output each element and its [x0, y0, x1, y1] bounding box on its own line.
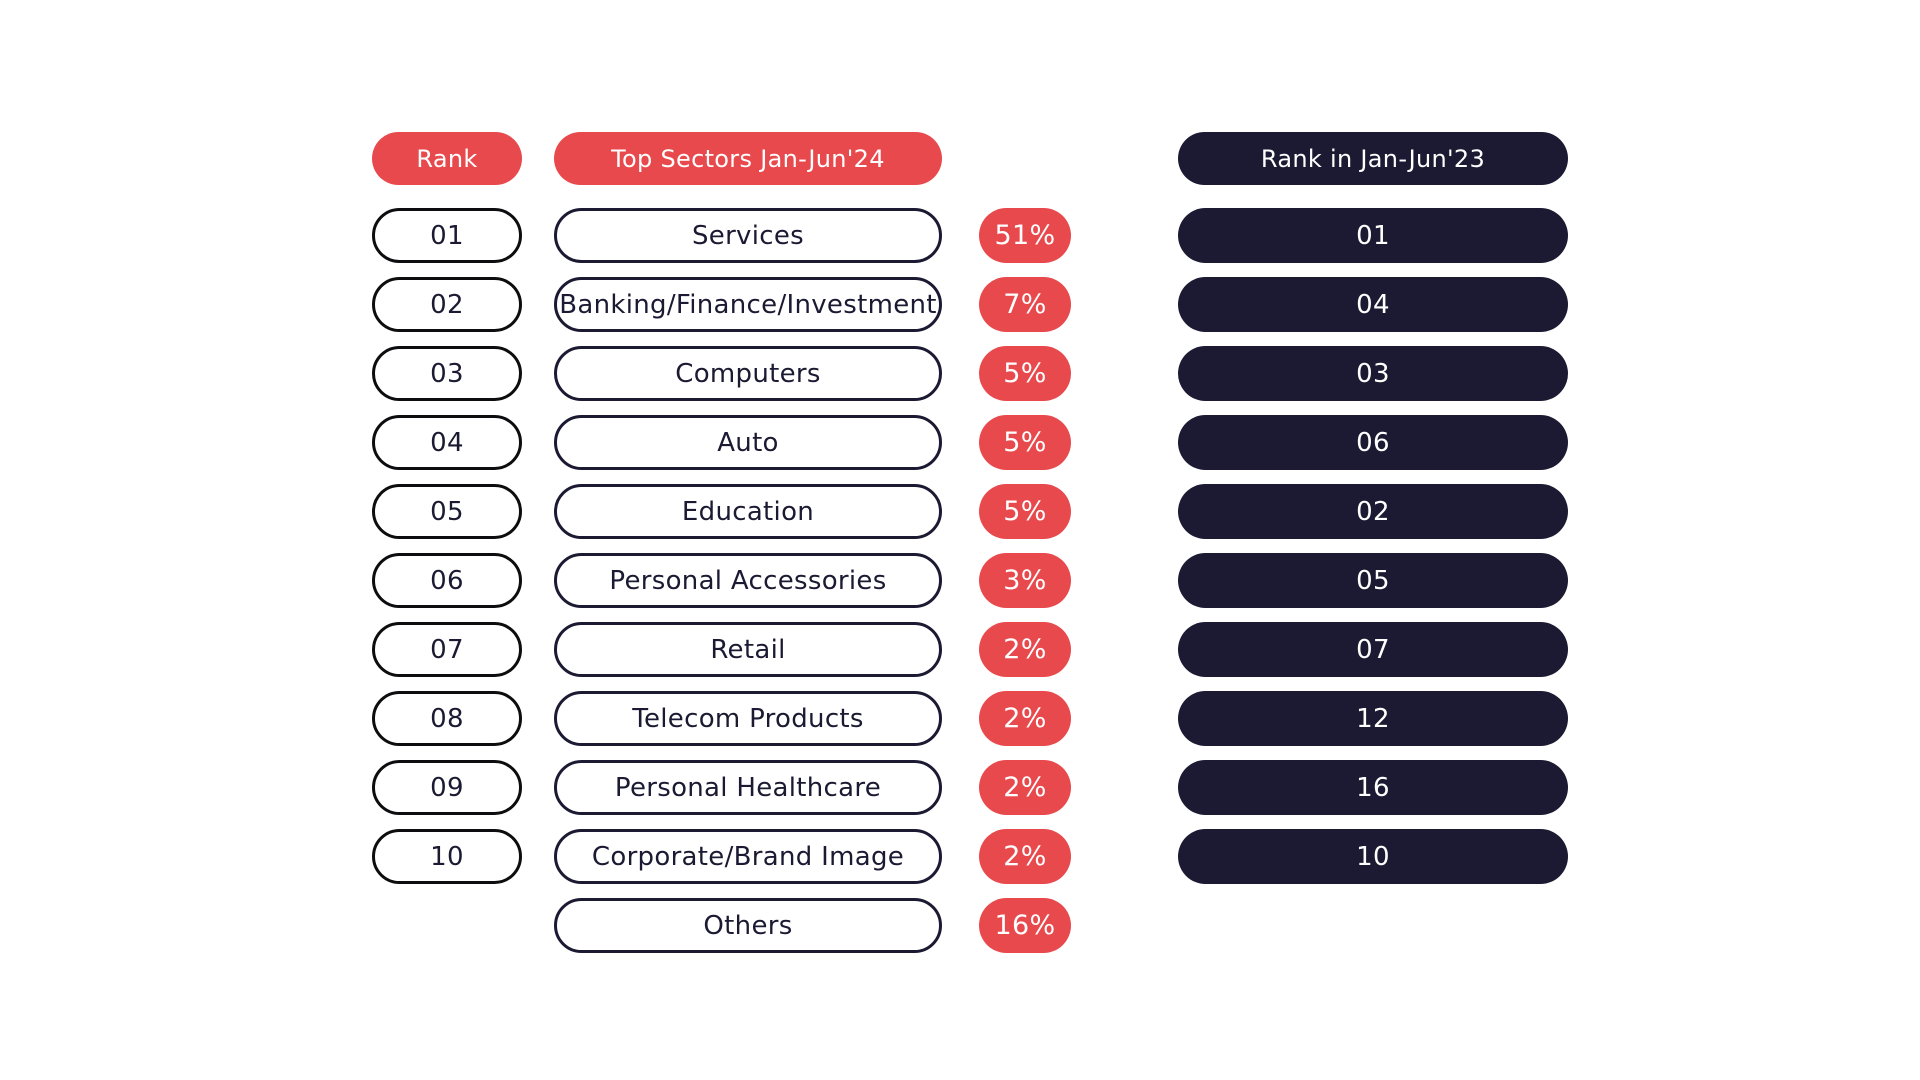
rank-pill: 05 — [372, 484, 522, 539]
share-badge: 5% — [979, 484, 1071, 539]
rank-column: Rank 01 02 03 04 05 06 07 08 09 10 — [372, 132, 522, 884]
sector-pill: Computers — [554, 346, 942, 401]
sector-pill: Telecom Products — [554, 691, 942, 746]
rank-pill: 03 — [372, 346, 522, 401]
sector-column: Top Sectors Jan-Jun'24 Services Banking/F… — [554, 132, 942, 953]
rank-pill: 08 — [372, 691, 522, 746]
share-badge: 2% — [979, 829, 1071, 884]
prev-rank-pill: 01 — [1178, 208, 1568, 263]
rank-pill: 02 — [372, 277, 522, 332]
prev-rank-pill: 12 — [1178, 691, 1568, 746]
sector-pill: Personal Accessories — [554, 553, 942, 608]
share-badge: 2% — [979, 760, 1071, 815]
share-badge: 2% — [979, 622, 1071, 677]
sector-pill: Services — [554, 208, 942, 263]
rank-header-pill: Rank — [372, 132, 522, 185]
rank-pill: 01 — [372, 208, 522, 263]
rank-pill: 04 — [372, 415, 522, 470]
sector-pill: Banking/Finance/Investment — [554, 277, 942, 332]
sector-pill: Corporate/Brand Image — [554, 829, 942, 884]
share-badge: 2% — [979, 691, 1071, 746]
prev-rank-pill: 16 — [1178, 760, 1568, 815]
prev-rank-pill: 03 — [1178, 346, 1568, 401]
share-column: 51% 7% 5% 5% 5% 3% 2% 2% 2% 2% 16% — [979, 208, 1071, 953]
previous-rank-column: Rank in Jan-Jun'23 01 04 03 06 02 05 07 12 16 10 — [1178, 132, 1568, 884]
sector-pill: Others — [554, 898, 942, 953]
prev-rank-pill: 05 — [1178, 553, 1568, 608]
prev-rank-pill: 06 — [1178, 415, 1568, 470]
share-badge: 7% — [979, 277, 1071, 332]
sector-pill: Auto — [554, 415, 942, 470]
share-badge: 51% — [979, 208, 1071, 263]
prev-rank-pill: 04 — [1178, 277, 1568, 332]
rank-pill: 10 — [372, 829, 522, 884]
sector-pill: Education — [554, 484, 942, 539]
rank-pill: 06 — [372, 553, 522, 608]
share-badge: 5% — [979, 415, 1071, 470]
rank-prev-header-pill: Rank in Jan-Jun'23 — [1178, 132, 1568, 185]
sector-pill: Personal Healthcare — [554, 760, 942, 815]
share-badge: 3% — [979, 553, 1071, 608]
prev-rank-pill: 10 — [1178, 829, 1568, 884]
share-badge: 16% — [979, 898, 1071, 953]
rank-pill: 07 — [372, 622, 522, 677]
prev-rank-pill: 02 — [1178, 484, 1568, 539]
sector-pill: Retail — [554, 622, 942, 677]
prev-rank-pill: 07 — [1178, 622, 1568, 677]
share-badge: 5% — [979, 346, 1071, 401]
top-sectors-header-pill: Top Sectors Jan-Jun'24 — [554, 132, 942, 185]
rank-pill: 09 — [372, 760, 522, 815]
